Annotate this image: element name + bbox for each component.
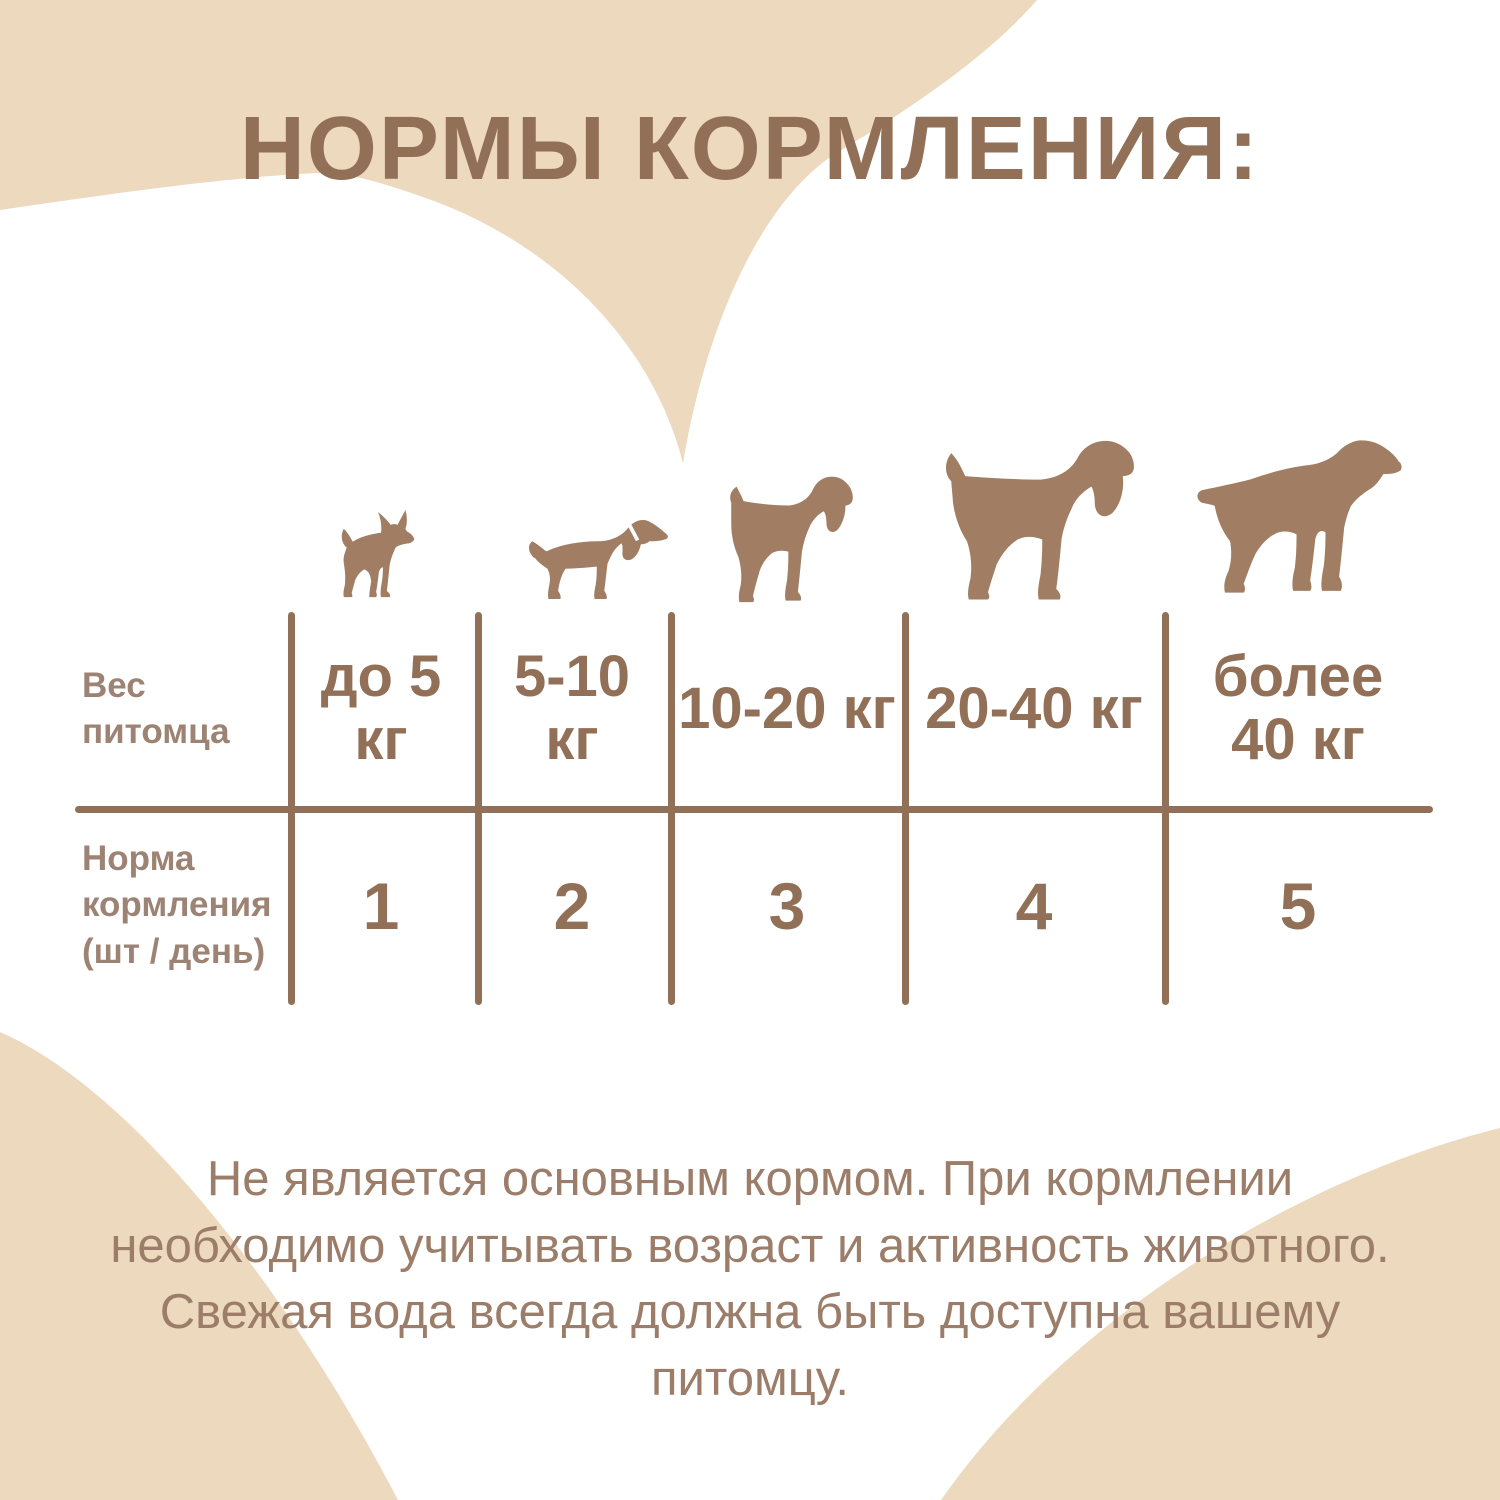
weight-header-col3: 10-20 кг (678, 675, 896, 741)
weight-header-col5: более 40 кг (1212, 644, 1384, 772)
rate-value-col2: 2 (553, 868, 591, 943)
beige-top-shape (0, 0, 1037, 463)
weight-header-col2: 5-10 кг (513, 644, 631, 772)
dachshund-icon (528, 519, 668, 599)
weight-row-label: Вес питомца (82, 665, 230, 751)
table-divider-horizontal (75, 806, 1433, 813)
page-title: НОРМЫ КОРМЛЕНИЯ: (239, 99, 1261, 199)
rottweiler-icon (1197, 440, 1402, 593)
weight-header-col1: до 5 кг (320, 644, 442, 772)
dachshund-collar-line (625, 519, 640, 542)
footnote-text: Не является основным кормом. При кормлен… (110, 1152, 1390, 1406)
rate-row-label: Норма кормления (шт / день) (82, 839, 272, 971)
spaniel-icon (730, 476, 853, 603)
chihuahua-icon (341, 509, 415, 598)
weight-header-col4: 20-40 кг (925, 675, 1143, 741)
rate-value-col5: 5 (1279, 868, 1317, 943)
rate-value-col3: 3 (768, 868, 806, 943)
rate-value-col1: 1 (362, 868, 400, 943)
schnauzer-icon (946, 440, 1134, 600)
rate-value-col4: 4 (1015, 868, 1053, 943)
beige-bottom-right-shape (941, 1128, 1500, 1500)
beige-bottom-left-shape (0, 1032, 398, 1500)
